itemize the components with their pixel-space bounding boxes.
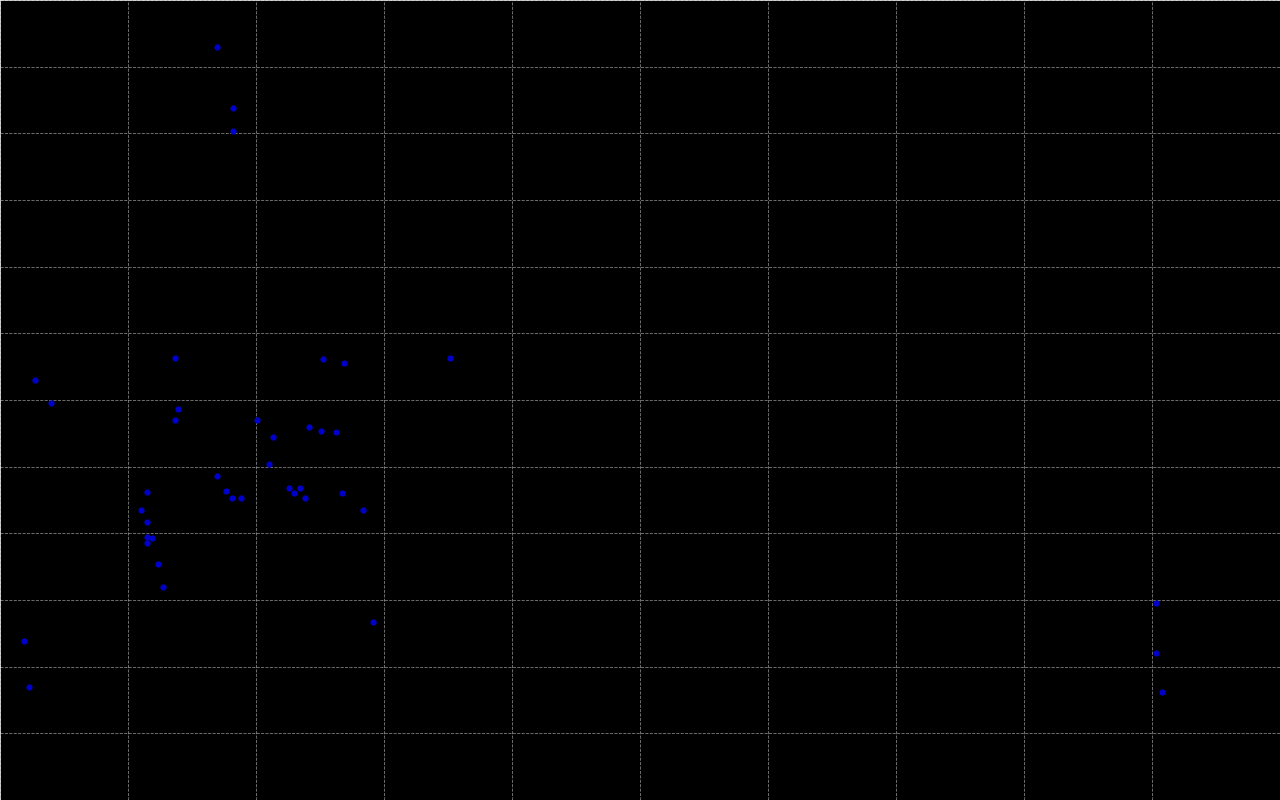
Point <box>1151 686 1171 698</box>
Point <box>137 516 157 529</box>
Point <box>262 430 283 443</box>
Point <box>137 530 157 543</box>
Point <box>18 680 38 693</box>
Point <box>312 353 333 366</box>
Point <box>206 469 227 482</box>
Point <box>259 458 279 471</box>
Point <box>137 537 157 550</box>
Point <box>310 425 330 438</box>
Point <box>223 102 243 114</box>
Point <box>131 504 151 517</box>
Point <box>164 414 184 426</box>
Point <box>298 420 319 433</box>
Point <box>326 426 347 438</box>
Point <box>1146 647 1166 660</box>
Point <box>142 531 163 544</box>
Point <box>24 374 45 386</box>
Point <box>152 580 173 593</box>
Point <box>294 491 315 504</box>
Point <box>247 414 268 426</box>
Point <box>439 351 460 364</box>
Point <box>206 40 227 53</box>
Point <box>332 487 352 500</box>
Point <box>41 397 61 410</box>
Point <box>364 616 384 629</box>
Point <box>334 357 355 370</box>
Point <box>230 491 251 504</box>
Point <box>291 482 311 494</box>
Point <box>352 504 372 517</box>
Point <box>223 125 243 138</box>
Point <box>279 482 300 494</box>
Point <box>216 485 237 498</box>
Point <box>137 486 157 498</box>
Point <box>1146 597 1166 610</box>
Point <box>168 402 188 415</box>
Point <box>164 351 184 364</box>
Point <box>14 634 35 647</box>
Point <box>147 558 168 571</box>
Point <box>284 487 305 500</box>
Point <box>221 491 242 504</box>
